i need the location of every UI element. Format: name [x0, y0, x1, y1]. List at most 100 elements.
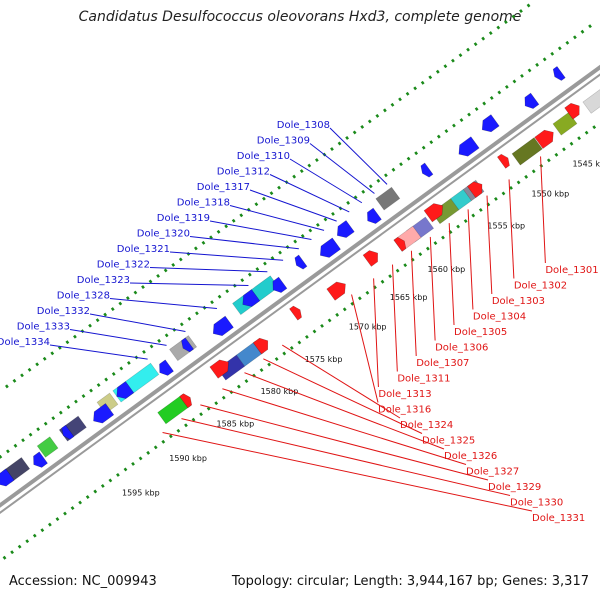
track-dot: [10, 550, 14, 555]
track-dot: [346, 200, 351, 205]
track-dot: [443, 64, 448, 69]
leader-line: [392, 264, 398, 372]
track-dot: [73, 334, 77, 339]
track-dot: [20, 373, 24, 378]
track-dot: [327, 318, 332, 323]
track-dot: [357, 296, 362, 301]
track-dot: [435, 69, 440, 74]
track-dot: [65, 340, 70, 345]
track-dot: [259, 368, 264, 373]
track-dot: [390, 102, 395, 107]
track-dot: [418, 252, 423, 257]
track-dot: [161, 439, 166, 444]
track-dot: [456, 224, 461, 229]
track-dot: [516, 180, 521, 185]
track-dot: [482, 101, 487, 106]
track-dot: [524, 174, 529, 179]
track-dot: [526, 3, 531, 8]
track-dot: [588, 24, 592, 29]
track-dot: [562, 147, 566, 152]
gene-arrow: [564, 103, 580, 120]
track-dot: [28, 432, 33, 437]
track-dot: [58, 410, 63, 415]
track-dot: [85, 495, 90, 499]
gene-label: Dole_1311: [397, 374, 450, 385]
track-dot: [463, 219, 468, 223]
track-dot: [388, 274, 392, 279]
track-dot: [148, 279, 153, 284]
track-dot: [361, 189, 366, 194]
leader-line: [209, 220, 312, 241]
gene-arrow: [61, 424, 75, 440]
backbone: [0, 64, 600, 515]
track-dot: [35, 362, 40, 367]
track-dot: [153, 445, 158, 450]
track-dot: [12, 378, 17, 383]
leader-line: [200, 404, 489, 481]
track-dot: [179, 322, 184, 327]
track-dot: [5, 384, 9, 389]
kbp-label: 1550 kbp: [532, 189, 570, 198]
track-dot: [497, 90, 502, 95]
gene-arrow: [367, 207, 382, 224]
track-dot: [42, 356, 47, 361]
track-dot: [25, 539, 30, 544]
track-dot: [110, 307, 115, 312]
track-dot: [531, 169, 536, 174]
gene-label: Dole_1305: [454, 327, 507, 338]
gene-arrow: [481, 114, 500, 133]
gene-arrow: [272, 276, 288, 293]
track-dot: [93, 489, 98, 494]
gene-label: Dole_1308: [277, 120, 330, 131]
gene-label: Dole_1313: [378, 389, 431, 400]
gene-label: Dole_1324: [400, 420, 453, 431]
gene-arrow: [497, 153, 510, 169]
track-dot: [194, 246, 198, 251]
track-dot: [195, 311, 199, 316]
kbp-label: 1595 kbp: [122, 488, 160, 497]
track-dot: [104, 377, 109, 382]
feature-block: [511, 137, 543, 166]
gene-label: Dole_1333: [17, 322, 70, 333]
track-dot: [206, 406, 211, 411]
kbp-label: 1580 kbp: [261, 387, 299, 396]
track-dot: [353, 195, 358, 200]
leader-line: [49, 344, 148, 360]
track-dot: [244, 379, 249, 384]
leader-line: [222, 388, 467, 465]
track-dot: [481, 36, 486, 41]
gene-label: Dole_1327: [466, 467, 519, 478]
track-dot: [421, 145, 426, 150]
track-dot: [221, 395, 226, 400]
track-dot: [433, 241, 438, 246]
track-dot: [111, 372, 116, 376]
gene-arrow: [289, 305, 302, 321]
track-dot: [224, 224, 229, 229]
track-dot: [131, 461, 135, 466]
leader-line: [89, 313, 186, 333]
track-dot: [157, 338, 162, 343]
track-dot: [494, 196, 498, 201]
track-dot: [501, 191, 506, 196]
kbp-label: 1575 kbp: [305, 355, 343, 364]
track-dot: [47, 522, 52, 527]
gene-label: Dole_1319: [157, 213, 210, 224]
leader-line: [109, 298, 217, 310]
track-dot: [163, 268, 168, 273]
gene-arrow: [179, 393, 193, 409]
track-dot: [384, 173, 388, 178]
track-dot: [403, 263, 408, 268]
track-dot: [452, 123, 456, 128]
track-dot: [413, 86, 418, 91]
track-dot: [6, 449, 10, 454]
track-dot: [63, 511, 67, 516]
gene-label: Dole_1321: [117, 244, 170, 255]
track-dot: [0, 454, 3, 459]
track-dot: [565, 40, 570, 45]
gene-label: Dole_1320: [137, 229, 190, 240]
track-dot: [74, 399, 78, 404]
track-dot: [569, 141, 574, 146]
gene-arrow: [467, 181, 483, 199]
gene-arrow: [326, 281, 346, 301]
